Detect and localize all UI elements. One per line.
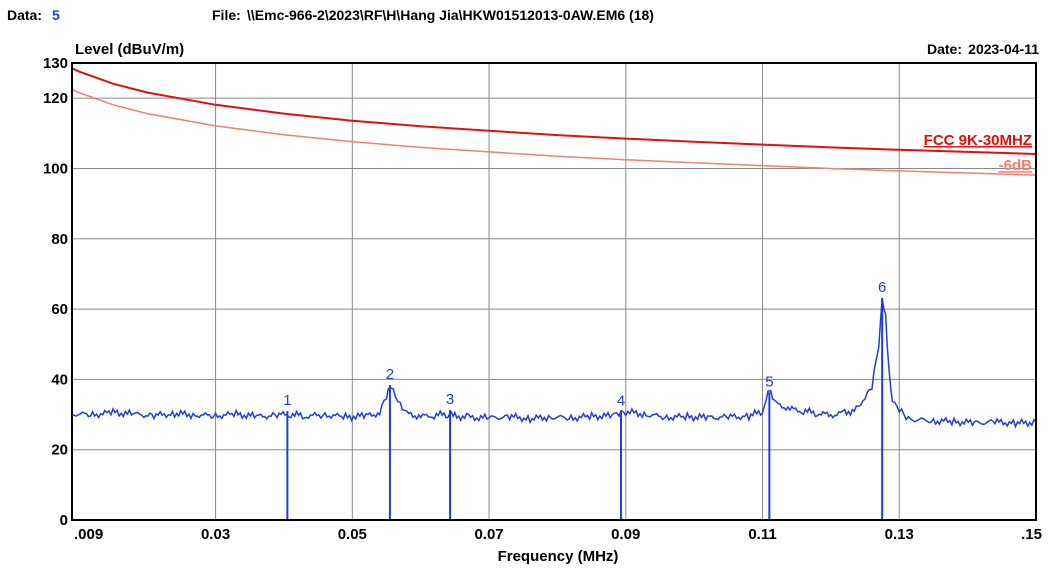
x-tick-label: .15 bbox=[1021, 526, 1042, 543]
measurement-trace bbox=[71, 297, 1037, 429]
marker-label: 2 bbox=[386, 366, 394, 383]
x-tick-label: 0.05 bbox=[338, 526, 367, 543]
marker-label: 1 bbox=[283, 392, 291, 409]
x-tick-label: 0.03 bbox=[201, 526, 230, 543]
y-tick-label: 80 bbox=[51, 231, 68, 248]
trace-line bbox=[71, 297, 1037, 429]
date-value: 2023-04-11 bbox=[968, 41, 1039, 57]
date-label: Date: bbox=[927, 41, 962, 57]
file-path: \\Emc-966-2\2023\RF\H\Hang Jia\HKW015120… bbox=[247, 7, 654, 23]
x-axis-title: Frequency (MHz) bbox=[498, 548, 619, 565]
marker-label: 4 bbox=[617, 393, 625, 410]
y-tick-label: 60 bbox=[51, 301, 68, 318]
limit-line bbox=[71, 88, 1037, 176]
file-label: File: bbox=[212, 7, 241, 23]
y-tick-label: 100 bbox=[43, 160, 68, 177]
grid-lines bbox=[72, 63, 1036, 520]
y-tick-label: 120 bbox=[43, 90, 68, 107]
data-label: Data: bbox=[7, 7, 42, 23]
x-tick-label: 0.09 bbox=[611, 526, 640, 543]
x-tick-label: .009 bbox=[74, 526, 103, 543]
y-tick-label: 40 bbox=[51, 371, 68, 388]
limit-line-label: FCC 9K-30MHZ bbox=[924, 132, 1032, 149]
y-tick-label: 0 bbox=[60, 512, 68, 529]
data-number: 5 bbox=[52, 7, 60, 23]
x-tick-label: 0.07 bbox=[474, 526, 503, 543]
y-tick-label: 130 bbox=[43, 55, 68, 72]
marker-label: 6 bbox=[878, 279, 886, 296]
peak-markers: 1 2 3 4 5 6 bbox=[283, 279, 886, 520]
limit-line-label: -6dB bbox=[999, 157, 1033, 174]
tick-labels: .009 0.03 0.05 0.07 0.09 0.11 0.13 .15 0 20 40 60 80… bbox=[43, 55, 1042, 543]
y-axis-title: Level (dBuV/m) bbox=[75, 41, 184, 58]
x-tick-label: 0.11 bbox=[748, 526, 776, 543]
marker-label: 5 bbox=[765, 373, 773, 390]
x-tick-label: 0.13 bbox=[885, 526, 914, 543]
marker-label: 3 bbox=[446, 391, 454, 408]
y-tick-label: 20 bbox=[51, 442, 68, 459]
limit-lines: FCC 9K-30MHZ -6dB bbox=[71, 67, 1037, 176]
plot-frame bbox=[71, 62, 1037, 521]
limit-line bbox=[71, 67, 1037, 155]
